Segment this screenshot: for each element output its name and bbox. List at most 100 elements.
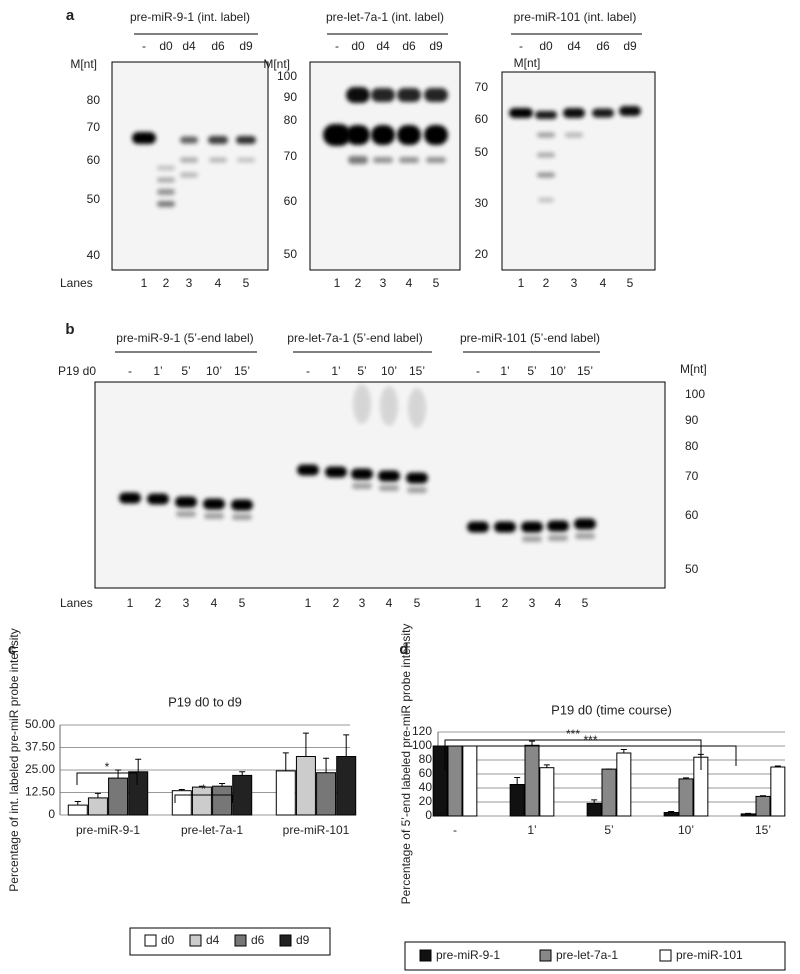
gel-band [547,520,569,532]
lane-number: 4 [211,596,218,610]
y-tick-label: 120 [412,724,432,738]
gel-band [203,498,225,510]
gel [111,61,269,271]
bar [67,804,88,816]
bar [755,795,771,817]
lane-header: d9 [623,39,637,53]
gel-band [157,177,175,183]
gel-band [548,535,568,541]
lane-number: 3 [571,276,578,290]
size-marker: 50 [685,562,699,576]
gel-band [424,125,448,145]
lane-number: 3 [359,596,366,610]
error-bar [591,799,598,804]
legend-label: pre-miR-9-1 [436,948,500,962]
gel-band [325,466,347,478]
size-marker: 90 [685,413,699,427]
bar [336,756,357,816]
error-bar [683,777,689,779]
bar [316,772,337,816]
significance-mark: *** [583,733,597,747]
x-tick-label: pre-miR-101 [283,823,350,837]
lane-header: 1’ [153,364,162,378]
legend-label: d0 [161,933,175,947]
error-bar [620,749,627,753]
bar [462,745,478,817]
lane-number: 4 [555,596,562,610]
x-tick-label: 5’ [604,823,613,837]
significance-mark: * [105,760,110,774]
size-marker: 80 [284,113,298,127]
size-marker: 50 [284,247,298,261]
legend-label: d9 [296,933,310,947]
bar [663,812,679,817]
size-marker: 60 [685,508,699,522]
gel-band [494,521,516,533]
significance-bracket [444,739,702,770]
lane-number: 4 [386,596,393,610]
bar [616,752,632,817]
gel-title: pre-miR-101 (5’-end label) [460,331,600,345]
significance-bracket [174,794,233,803]
bar [212,785,233,816]
legend-label: pre-miR-101 [676,948,743,962]
lane-header: 15’ [409,364,425,378]
bar [87,797,108,816]
gel-band [406,472,428,484]
lane-header: 10’ [550,364,566,378]
bar [539,767,555,817]
gel-band [175,496,197,508]
lane-number: 2 [355,276,362,290]
lane-header: 5’ [527,364,536,378]
lane-number: 5 [239,596,246,610]
gel-band [346,87,370,103]
y-tick-label: 0 [425,808,432,822]
gel-band [237,157,255,163]
lane-number: 2 [502,596,509,610]
error-bar [668,810,675,813]
y-tick-label: 60 [419,766,433,780]
size-marker: 70 [685,469,699,483]
lane-header: 1’ [500,364,509,378]
lane-number: 5 [243,276,250,290]
gel-band [236,136,256,144]
gel-band [399,157,419,163]
lane-header: d4 [182,39,196,53]
lane-header: d0 [159,39,173,53]
panel-label: a [66,7,75,24]
y-tick-label: 0 [48,807,55,821]
lane-number: 3 [380,276,387,290]
size-marker: 70 [284,149,298,163]
chart-title: P19 d0 to d9 [168,694,242,709]
lane-header: - [476,364,480,378]
gel-band [521,521,543,533]
gel-band [180,172,198,178]
gel-band [619,106,641,116]
gel-band [537,132,555,138]
lane-header: 15’ [577,364,593,378]
error-bar [774,765,781,767]
gel-band [180,157,198,163]
bar [601,768,617,817]
lane-header: - [519,39,523,53]
lane-number: 3 [183,596,190,610]
marker-unit: M[nt] [680,362,707,376]
x-tick-label: 10’ [678,823,694,837]
x-tick-label: 15’ [755,823,771,837]
gel-band [371,88,395,102]
gel-band [232,514,252,520]
legend-swatch [189,934,202,947]
significance-mark: *** [566,727,580,741]
legend-swatch [539,949,552,962]
gel-band [352,483,372,489]
size-marker: 80 [685,439,699,453]
lane-header: d6 [211,39,225,53]
significance-bracket [76,772,138,785]
gel-band [346,125,370,145]
x-tick-label: 1’ [527,823,536,837]
bar [108,777,129,816]
lane-number: 5 [414,596,421,610]
error-bar [323,757,330,773]
lane-number: 1 [127,596,134,610]
bar [447,745,463,817]
